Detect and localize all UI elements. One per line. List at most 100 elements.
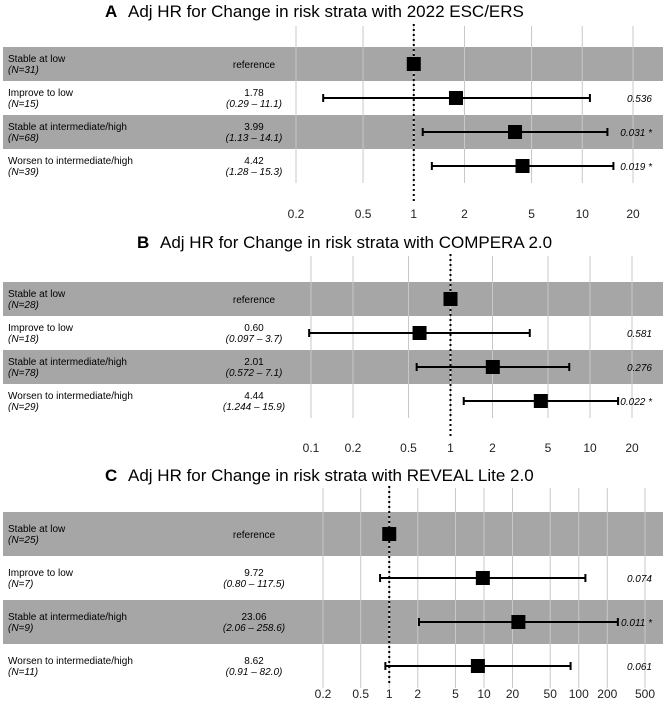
hr-point <box>511 615 526 629</box>
x-tick-label: 500 <box>635 687 655 701</box>
row-label: Stable at intermediate/high <box>8 357 127 368</box>
p-value: 0.074 <box>627 574 652 585</box>
p-value: 0.011 * <box>621 618 653 629</box>
row-n: (N=9) <box>8 623 33 634</box>
forest-row: Stable at intermediate/high(N=9) 23.06(2.… <box>8 612 653 634</box>
row-label: Improve to low <box>8 568 74 579</box>
row-label: Improve to low <box>8 323 74 334</box>
panel-letter: B <box>137 233 149 252</box>
hr-point <box>382 527 397 541</box>
forest-row: Worsen to intermediate/high(N=11) 8.62(0.… <box>8 656 652 678</box>
row-label: Worsen to intermediate/high <box>8 156 133 167</box>
hr-value: reference <box>233 60 276 71</box>
p-value: 0.019 * <box>620 162 653 173</box>
row-background <box>3 47 663 81</box>
row-n: (N=68) <box>8 133 39 144</box>
row-n: (N=28) <box>8 300 39 311</box>
x-tick-label: 10 <box>583 441 597 455</box>
row-label: Worsen to intermediate/high <box>8 391 133 402</box>
row-n: (N=25) <box>8 535 39 546</box>
row-label: Improve to low <box>8 88 74 99</box>
row-background <box>3 282 663 316</box>
forest-row: Stable at intermediate/high(N=68) 3.99(1.… <box>8 122 653 144</box>
row-label: Stable at low <box>8 289 66 300</box>
hr-value: 8.62 <box>244 656 264 667</box>
x-tick-label: 2 <box>461 207 468 221</box>
x-tick-label: 2 <box>414 687 421 701</box>
hr-point <box>470 659 485 673</box>
hr-ci: (0.91 – 82.0) <box>226 667 283 678</box>
hr-value: 9.72 <box>244 568 264 579</box>
p-value: 0.536 <box>627 94 652 105</box>
row-n: (N=78) <box>8 368 39 379</box>
hr-value: reference <box>233 295 276 306</box>
hr-value: 3.99 <box>244 122 264 133</box>
p-value: 0.276 <box>627 363 652 374</box>
hr-ci: (0.097 – 3.7) <box>226 334 283 345</box>
x-tick-label: 20 <box>506 687 520 701</box>
forest-row: Improve to low(N=7) 9.72(0.80 – 117.5) 0.0… <box>8 568 652 590</box>
hr-ci: (1.28 – 15.3) <box>226 167 283 178</box>
x-tick-label: 0.5 <box>400 441 417 455</box>
p-value: 0.581 <box>627 329 652 340</box>
x-tick-label: 0.1 <box>303 441 320 455</box>
row-label: Stable at low <box>8 524 66 535</box>
hr-ci: (0.80 – 117.5) <box>223 579 285 590</box>
hr-point <box>515 159 530 173</box>
row-n: (N=39) <box>8 167 39 178</box>
x-tick-label: 20 <box>626 207 640 221</box>
x-tick-label: 5 <box>452 687 459 701</box>
row-label: Stable at low <box>8 54 66 65</box>
x-tick-label: 5 <box>528 207 535 221</box>
hr-value: 1.78 <box>244 88 264 99</box>
panel-c: C Adj HR for Change in risk strata with R… <box>3 466 663 701</box>
forest-row: Worsen to intermediate/high(N=39) 4.42(1.… <box>8 156 653 178</box>
p-value: 0.061 <box>627 662 652 673</box>
panel-letter: A <box>105 2 117 21</box>
hr-value: reference <box>233 530 276 541</box>
hr-point <box>448 91 463 105</box>
hr-point <box>475 571 490 585</box>
x-tick-label: 0.5 <box>355 207 372 221</box>
x-tick-label: 0.5 <box>352 687 369 701</box>
row-n: (N=7) <box>8 579 33 590</box>
hr-point <box>508 125 523 139</box>
x-tick-label: 1 <box>386 687 393 701</box>
row-label: Stable at intermediate/high <box>8 122 127 133</box>
row-background <box>3 512 663 556</box>
hr-point <box>533 394 548 408</box>
x-tick-label: 10 <box>576 207 590 221</box>
hr-ci: (0.572 – 7.1) <box>226 368 283 379</box>
forest-row: Stable at intermediate/high(N=78) 2.01(0.… <box>8 357 652 379</box>
forest-row: Worsen to intermediate/high(N=29) 4.44(1.… <box>8 391 653 413</box>
panel-title: Adj HR for Change in risk strata with RE… <box>128 466 534 485</box>
hr-value: 0.60 <box>244 323 264 334</box>
panel-title: Adj HR for Change in risk strata with 20… <box>128 2 524 21</box>
hr-value: 23.06 <box>241 612 266 623</box>
hr-ci: (2.06 – 258.6) <box>223 623 285 634</box>
row-n: (N=29) <box>8 402 39 413</box>
x-tick-label: 0.2 <box>345 441 362 455</box>
hr-ci: (1.13 – 14.1) <box>226 133 283 144</box>
hr-point <box>406 57 421 71</box>
forest-row: Stable at low(N=28) reference <box>8 289 458 311</box>
x-tick-label: 10 <box>477 687 491 701</box>
x-tick-label: 0.2 <box>288 207 305 221</box>
row-n: (N=31) <box>8 65 39 76</box>
forest-row: Stable at low(N=25) reference <box>8 524 397 546</box>
forest-row: Improve to low(N=18) 0.60(0.097 – 3.7) 0.5… <box>8 323 652 345</box>
p-value: 0.031 * <box>620 128 653 139</box>
row-n: (N=18) <box>8 334 39 345</box>
x-tick-label: 1 <box>447 441 454 455</box>
panel-b: B Adj HR for Change in risk strata with C… <box>3 233 663 455</box>
p-value: 0.022 * <box>620 397 653 408</box>
x-tick-label: 200 <box>597 687 617 701</box>
hr-ci: (1.244 – 15.9) <box>223 402 285 413</box>
x-tick-label: 50 <box>544 687 558 701</box>
hr-point <box>485 360 500 374</box>
hr-value: 4.44 <box>244 391 264 402</box>
panel-title: Adj HR for Change in risk strata with CO… <box>160 233 552 252</box>
hr-value: 2.01 <box>244 357 264 368</box>
